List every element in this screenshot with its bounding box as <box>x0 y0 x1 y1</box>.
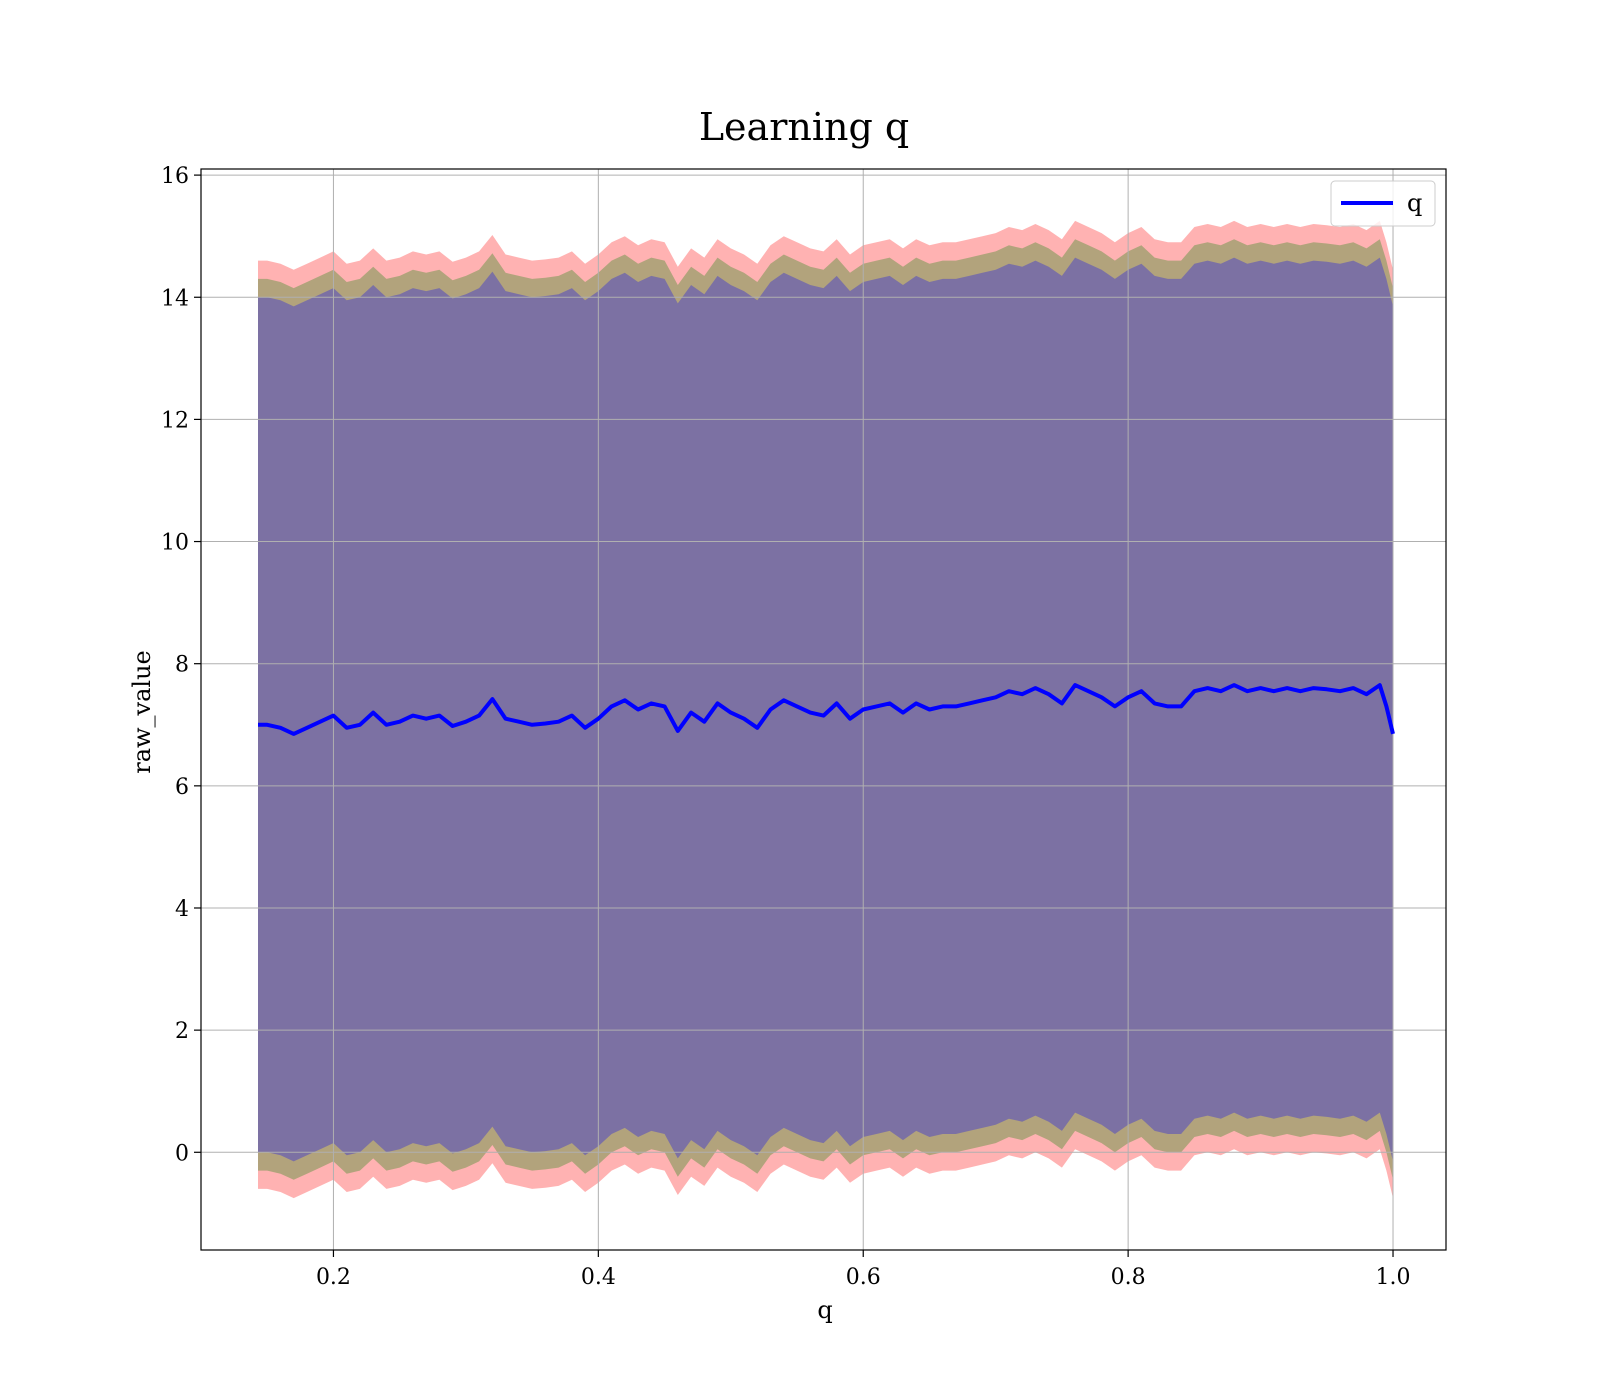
x-tick-label: 0.6 <box>846 1265 881 1290</box>
plot-frame <box>200 168 1447 1251</box>
y-tick-label: 2 <box>175 1019 189 1044</box>
uncertainty-band-1 <box>258 220 1393 1199</box>
y-axis-ticks: 0 2 4 6 8 10 12 14 16 <box>161 164 201 1166</box>
y-tick-label: 6 <box>175 775 189 800</box>
x-axis-ticks: 0.2 0.4 0.6 0.8 1.0 <box>316 1250 1411 1290</box>
y-tick-label: 12 <box>161 408 189 433</box>
y-axis-label: raw_value <box>128 650 156 774</box>
y-tick-label: 8 <box>175 653 189 678</box>
uncertainty-band-2 <box>258 239 1393 1180</box>
y-tick-label: 16 <box>161 164 189 189</box>
x-axis-label: q <box>817 1296 832 1324</box>
x-tick-label: 0.2 <box>316 1265 351 1290</box>
y-tick-label: 10 <box>161 531 189 556</box>
y-tick-label: 4 <box>175 897 189 922</box>
y-tick-label: 0 <box>175 1141 189 1166</box>
y-tick-label: 14 <box>161 286 189 311</box>
series-layer <box>258 683 1395 736</box>
x-tick-label: 0.4 <box>581 1265 616 1290</box>
uncertainty-band-3 <box>258 257 1393 1162</box>
grid-lines <box>201 169 1446 1250</box>
x-tick-label: 0.8 <box>1111 1265 1146 1290</box>
series-line-q <box>258 683 1395 736</box>
uncertainty-bands <box>258 220 1393 1199</box>
chart-title: Learning q <box>699 105 909 149</box>
legend-label-q: q <box>1407 189 1422 217</box>
legend: q <box>1330 180 1436 227</box>
x-tick-label: 1.0 <box>1376 1265 1411 1290</box>
